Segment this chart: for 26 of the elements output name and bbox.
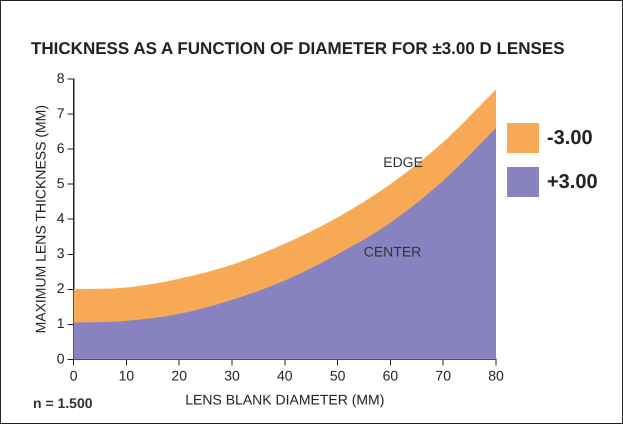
x-tick-label: 10: [118, 368, 134, 384]
y-axis-title: MAXIMUM LENS THICKNESS (MM): [32, 104, 48, 334]
x-tick-label: 20: [171, 368, 188, 384]
x-tick-label: 70: [435, 368, 452, 384]
y-tick-label: 2: [56, 280, 65, 296]
y-tick-label: 8: [56, 70, 65, 86]
text: n = 1.500: [33, 395, 93, 411]
y-tick-label: 1: [56, 315, 65, 332]
y-tick-label: 5: [56, 175, 65, 192]
x-tick-label: 0: [70, 368, 78, 384]
y-tick-label: 6: [56, 140, 65, 156]
x-tick-label: 50: [330, 368, 346, 384]
x-tick-label: 80: [488, 368, 504, 384]
chart-title: THICKNESS AS A FUNCTION OF DIAMETER FOR ±3.00 D LENSES: [31, 39, 565, 59]
y-tick-label: 0: [56, 350, 65, 366]
x-axis-title: LENS BLANK DIAMETER (MM): [185, 391, 384, 408]
x-tick-label: 60: [382, 368, 398, 384]
y-tick-label: 4: [56, 210, 65, 226]
legend-label: -3.00: [547, 126, 593, 150]
y-tick-label: 3: [56, 245, 65, 262]
annotation: EDGE: [383, 154, 423, 170]
legend-label: +3.00: [547, 170, 598, 194]
x-tick-label: 40: [277, 368, 293, 384]
x-tick-label: 30: [224, 368, 240, 384]
y-tick-label: 7: [56, 104, 65, 121]
annotation: CENTER: [364, 244, 422, 260]
